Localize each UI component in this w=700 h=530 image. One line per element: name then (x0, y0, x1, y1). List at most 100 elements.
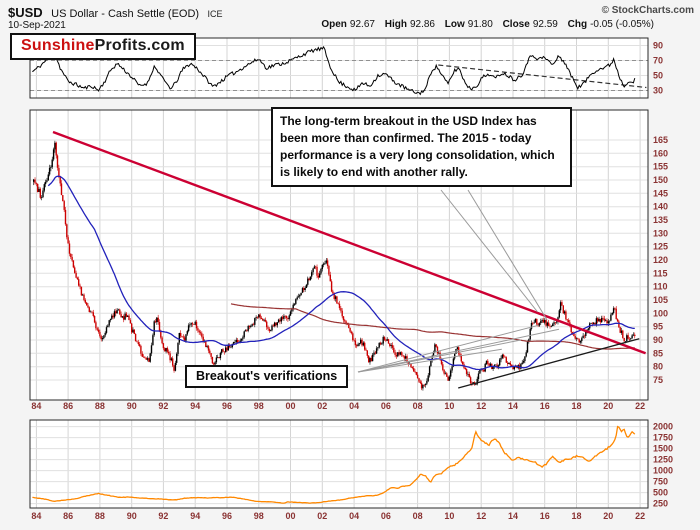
svg-text:94: 94 (190, 401, 200, 411)
svg-text:92: 92 (158, 401, 168, 411)
svg-text:160: 160 (653, 148, 668, 158)
stockcharts-copyright: © StockCharts.com (601, 5, 694, 16)
svg-text:130: 130 (653, 228, 668, 238)
logo-sunshine: Sunshine (21, 37, 95, 54)
logo-profits: Profits.com (94, 37, 185, 54)
svg-text:1500: 1500 (653, 444, 673, 454)
svg-text:80: 80 (653, 362, 663, 372)
svg-text:98: 98 (254, 511, 264, 521)
svg-text:115: 115 (653, 268, 668, 278)
svg-text:750: 750 (653, 477, 668, 487)
svg-text:84: 84 (31, 401, 41, 411)
svg-text:165: 165 (653, 135, 668, 145)
svg-text:10: 10 (444, 511, 454, 521)
ohlc-readout: Open 92.67 High 92.86 Low 91.80 Close 92.59 … (314, 19, 654, 30)
svg-text:75: 75 (653, 375, 663, 385)
open-value: 92.67 (349, 19, 375, 30)
svg-text:08: 08 (413, 401, 423, 411)
svg-text:84: 84 (31, 511, 41, 521)
close-value: 92.59 (532, 19, 558, 30)
svg-text:86: 86 (63, 511, 73, 521)
svg-text:06: 06 (381, 401, 391, 411)
svg-text:16: 16 (540, 511, 550, 521)
svg-text:50: 50 (653, 71, 663, 81)
chart-date: 10-Sep-2021 (8, 20, 66, 31)
high-value: 92.86 (409, 19, 435, 30)
svg-text:135: 135 (653, 215, 668, 225)
svg-text:88: 88 (95, 511, 105, 521)
svg-text:155: 155 (653, 162, 668, 172)
svg-text:14: 14 (508, 511, 518, 521)
oscillator-series (30, 45, 648, 96)
sunshineprofits-logo: SunshineProfits.com (10, 33, 196, 60)
svg-text:18: 18 (571, 401, 581, 411)
svg-text:100: 100 (653, 308, 668, 318)
svg-text:150: 150 (653, 175, 668, 185)
svg-text:85: 85 (653, 348, 663, 358)
svg-text:1750: 1750 (653, 433, 673, 443)
svg-text:30: 30 (653, 86, 663, 96)
exchange-label: ICE (207, 9, 223, 19)
svg-text:2000: 2000 (653, 422, 673, 432)
svg-text:14: 14 (508, 401, 518, 411)
svg-text:1000: 1000 (653, 466, 673, 476)
axis-labels: 90 70 50 30 165 160 155 150 145 140 135 130 125 120 11… (31, 41, 673, 522)
svg-text:125: 125 (653, 242, 668, 252)
svg-text:08: 08 (413, 511, 423, 521)
change-value: -0.05 (-0.05%) (590, 19, 654, 30)
change-label: Chg (567, 19, 588, 30)
svg-text:96: 96 (222, 401, 232, 411)
svg-text:00: 00 (285, 511, 295, 521)
svg-text:145: 145 (653, 188, 668, 198)
close-label: Close (502, 19, 530, 30)
svg-text:250: 250 (653, 499, 668, 509)
declining-resistance-line (52, 130, 647, 355)
breakout-verifications-label: Breakout's verifications (185, 365, 349, 388)
svg-text:90: 90 (127, 511, 137, 521)
indicator-trendline (438, 64, 647, 89)
chart-title-row: $USD US Dollar - Cash Settle (EOD) ICE (8, 4, 223, 22)
high-label: High (384, 19, 407, 30)
ticker-symbol: $USD (8, 5, 43, 20)
svg-text:12: 12 (476, 511, 486, 521)
oscillator-line (32, 45, 636, 96)
svg-text:90: 90 (653, 41, 663, 51)
svg-text:22: 22 (635, 401, 645, 411)
svg-text:120: 120 (653, 255, 668, 265)
svg-text:94: 94 (190, 511, 200, 521)
panel-border (29, 419, 649, 509)
svg-text:20: 20 (603, 401, 613, 411)
svg-text:00: 00 (285, 401, 295, 411)
svg-text:92: 92 (158, 511, 168, 521)
svg-text:1250: 1250 (653, 455, 673, 465)
svg-text:95: 95 (653, 322, 663, 332)
svg-text:110: 110 (653, 282, 668, 292)
rising-support-line (458, 338, 640, 389)
gold-line (32, 425, 636, 504)
svg-text:18: 18 (571, 511, 581, 521)
svg-text:04: 04 (349, 511, 359, 521)
svg-text:16: 16 (540, 401, 550, 411)
panel-border (29, 37, 649, 99)
low-label: Low (444, 19, 465, 30)
open-label: Open (321, 19, 347, 30)
svg-text:105: 105 (653, 295, 668, 305)
instrument-description: US Dollar - Cash Settle (EOD) (51, 8, 200, 20)
analysis-note-box: The long-term breakout in the USD Index … (271, 107, 572, 188)
svg-text:98: 98 (254, 401, 264, 411)
svg-text:22: 22 (635, 511, 645, 521)
svg-text:70: 70 (653, 56, 663, 66)
svg-text:06: 06 (381, 511, 391, 521)
low-value: 91.80 (467, 19, 493, 30)
usd-candles (33, 130, 647, 391)
svg-text:500: 500 (653, 488, 668, 498)
gold-series (32, 425, 636, 504)
svg-text:20: 20 (603, 511, 613, 521)
svg-text:86: 86 (63, 401, 73, 411)
fast-ma-line (47, 175, 635, 371)
svg-text:12: 12 (476, 401, 486, 411)
svg-text:10: 10 (444, 401, 454, 411)
svg-text:90: 90 (653, 335, 663, 345)
